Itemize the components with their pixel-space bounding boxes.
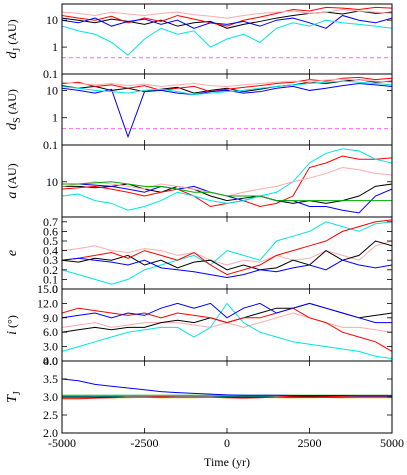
y-tick-label: 10 [46, 83, 58, 97]
y-axis-label: a (AU) [5, 163, 20, 198]
y-label-symbol: T [5, 394, 20, 403]
data-line [62, 240, 392, 266]
y-label-subscript: J [12, 48, 23, 52]
y-tick-label: 2.0 [43, 426, 58, 440]
data-line [62, 183, 392, 204]
data-line [62, 378, 392, 397]
y-tick-label: 0.1 [43, 138, 58, 152]
y-tick-label: 9.0 [43, 311, 58, 325]
y-tick-label: 3.5 [43, 372, 58, 386]
data-line [62, 183, 392, 214]
data-line [62, 8, 392, 19]
y-label-symbol: i [5, 331, 20, 335]
data-line [62, 80, 392, 96]
panel-frame [61, 288, 393, 362]
x-tick-label: -5000 [48, 436, 76, 450]
x-tick-label: 0 [224, 436, 230, 450]
data-line [62, 148, 392, 211]
x-tick-label: -2500 [131, 436, 159, 450]
y-tick-label: 4.0 [43, 354, 58, 368]
y-tick-label: 6.0 [43, 325, 58, 339]
y-tick-label: 0 [52, 282, 58, 296]
y-label-unit: (AU) [5, 89, 19, 117]
data-line [62, 78, 392, 87]
data-line [62, 302, 392, 324]
y-tick-label: 15.0 [37, 282, 58, 296]
y-axis-label: e [5, 250, 20, 256]
y-tick-label: 0.1 [43, 272, 58, 286]
y-tick-label: 2.5 [43, 408, 58, 422]
series-group [62, 76, 392, 139]
y-tick-label: 1 [52, 111, 58, 125]
data-line [62, 10, 392, 29]
data-line [62, 219, 392, 276]
y-label-symbol: e [5, 250, 20, 256]
y-label-subscript: S [12, 117, 23, 123]
y-axis-label: TJ [5, 391, 23, 403]
y-label-symbol: d [5, 51, 20, 59]
data-line [62, 82, 392, 139]
y-label-unit: (°) [5, 315, 19, 331]
y-tick-label: 0.5 [43, 234, 58, 248]
data-line [62, 257, 392, 278]
data-line [62, 302, 392, 360]
series-group [62, 148, 392, 214]
y-label-symbol: a [5, 192, 20, 199]
series-group [62, 302, 392, 360]
data-line [62, 181, 392, 202]
y-tick-label: 0.4 [43, 244, 58, 258]
y-tick-label: 0.1 [43, 67, 58, 81]
y-label-symbol: d [5, 122, 20, 130]
y-label-subscript: J [12, 391, 23, 395]
y-tick-label: 10 [46, 13, 58, 27]
data-line [62, 395, 392, 400]
y-tick-label: 0.7 [43, 215, 58, 229]
y-tick-label: 0.6 [43, 224, 58, 238]
data-line [62, 14, 392, 29]
data-line [62, 221, 392, 285]
y-tick-label: 1 [52, 40, 58, 54]
x-axis-label: Time (yr) [204, 455, 250, 469]
x-tick-label: 2500 [298, 436, 322, 450]
y-label-unit: (AU) [5, 163, 19, 191]
data-line [62, 307, 392, 352]
series-group [62, 6, 392, 56]
series-group [62, 219, 392, 285]
y-tick-label: 0.2 [43, 263, 58, 277]
data-line [62, 6, 392, 27]
y-tick-label: 0.0 [43, 354, 58, 368]
y-tick-label: 12.0 [37, 296, 58, 310]
y-label-unit: (AU) [5, 19, 19, 47]
y-axis-label: dJ (AU) [5, 19, 23, 58]
x-tick-label: 5000 [380, 436, 404, 450]
y-axis-label: dS (AU) [5, 89, 23, 130]
data-line [62, 19, 392, 56]
y-tick-label: 3.0 [43, 390, 58, 404]
y-tick-label: 10 [46, 175, 58, 189]
y-axis-label: i (°) [5, 315, 20, 335]
data-line [62, 240, 392, 271]
y-tick-label: 3.0 [43, 340, 58, 354]
series-group [62, 378, 392, 433]
y-tick-label: 0.3 [43, 253, 58, 267]
